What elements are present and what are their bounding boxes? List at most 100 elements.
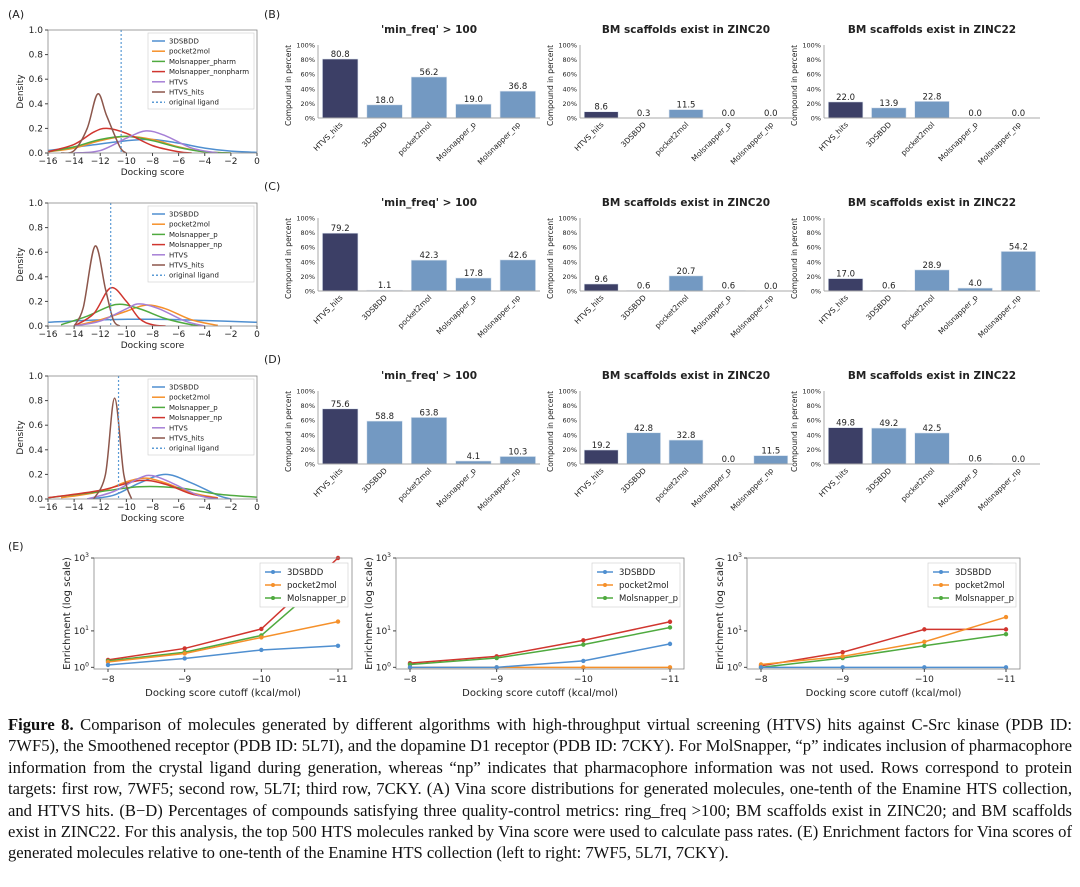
legend-label: HTVS <box>169 78 188 86</box>
legend-label: Molsnapper_nonpharm <box>169 68 249 76</box>
bar-HTVS_hits <box>828 427 864 465</box>
density-curve <box>73 303 205 326</box>
legend-label: 3DSBDD <box>287 568 324 578</box>
x-axis-label: Docking score cutoff (kcal/mol) <box>806 688 962 699</box>
category-label: 3DSBDD <box>864 293 893 322</box>
y-axis-label: Compound in percent <box>546 218 555 299</box>
y-tick-label: 40% <box>563 85 577 93</box>
y-tick-label: 80% <box>807 402 821 410</box>
bar-value-label: 0.0 <box>1012 109 1026 119</box>
y-axis-label: Compound in percent <box>790 391 799 472</box>
chart-title: 'min_freq' > 100 <box>381 24 477 36</box>
x-tick-label: −10 <box>117 157 136 167</box>
enrichment-chart-1: −8 −9 −10 −11 100 101 103 Docking score cutoff … <box>62 552 353 699</box>
legend-marker <box>603 596 607 600</box>
category-label: Molsnapper_np <box>729 293 776 340</box>
bar-pocket2mol <box>410 76 448 119</box>
bar-HTVS_hits <box>828 101 864 119</box>
plot-frame <box>395 557 685 670</box>
legend-label: original ligand <box>169 99 219 107</box>
category-label: Molsnapper_np <box>976 120 1023 167</box>
figure-canvas: −16 −14 −12 −10 −8 −6 −4 −2 0 0.0 0.2 0.4 0.6 0.8 1.0 D… <box>16 24 1040 699</box>
panel-label-b: (B) <box>264 8 281 21</box>
plot-frame <box>93 557 353 670</box>
bar-pocket2mol <box>410 259 448 292</box>
category-label: 3DSBDD <box>360 466 389 495</box>
category-label: 3DSBDD <box>360 120 389 149</box>
legend-label: Molsnapper_np <box>169 241 223 249</box>
y-tick-label: 60% <box>301 244 315 252</box>
legend-label: pocket2mol <box>169 394 210 402</box>
data-point <box>182 646 187 651</box>
category-label: Molsnapper_p <box>690 466 733 509</box>
category-label: HTVS_hits <box>817 466 850 499</box>
y-tick-label: 100% <box>802 42 821 50</box>
x-tick-label: −12 <box>91 330 110 340</box>
data-point <box>581 658 586 664</box>
legend-label: HTVS_hits <box>169 262 204 270</box>
category-label: pocket2mol <box>899 293 936 330</box>
category-label: HTVS_hits <box>573 293 606 326</box>
data-point <box>840 654 845 659</box>
category-label: HTVS_hits <box>312 293 345 326</box>
y-tick-label: 40% <box>301 431 315 439</box>
data-point <box>182 651 187 656</box>
enrichment-chart-2: −8 −9 −10 −11 100 101 103 Docking score cutoff … <box>364 552 685 699</box>
x-axis-label: Docking score <box>121 514 185 524</box>
bar-value-label: 49.8 <box>836 419 855 429</box>
y-tick-label: 0.0 <box>29 149 44 159</box>
y-tick-label: 80% <box>301 56 315 64</box>
bar-Molsnapper_np <box>1000 251 1036 292</box>
x-tick-label: −6 <box>172 503 186 513</box>
bar-chart-r2-c2: BM scaffolds exist in ZINC20 Compound in … <box>546 197 792 340</box>
y-tick-label: 0.2 <box>29 297 43 307</box>
bar-value-label: 17.0 <box>836 270 855 280</box>
y-tick-label: 0.4 <box>29 273 44 283</box>
bar-value-label: 0.6 <box>637 282 651 292</box>
legend-box <box>147 32 255 110</box>
y-tick-label: 60% <box>807 71 821 79</box>
bar-value-label: 19.0 <box>464 95 483 105</box>
bar-3DSBDD <box>626 432 661 465</box>
x-tick-label: −11 <box>661 675 680 685</box>
category-label: pocket2mol <box>396 120 433 157</box>
y-tick-label: 0.4 <box>29 446 44 456</box>
x-tick-label: −11 <box>329 675 348 685</box>
y-tick-label: 0.6 <box>29 248 44 258</box>
x-tick-label: −10 <box>252 675 271 685</box>
density-curve <box>73 286 166 326</box>
bar-pocket2mol <box>914 101 950 119</box>
y-axis-label: Compound in percent <box>284 391 293 472</box>
bar-value-label: 58.8 <box>375 412 394 422</box>
x-tick-label: −4 <box>198 330 212 340</box>
legend-marker <box>603 570 607 574</box>
enrichment-line <box>107 620 339 663</box>
y-tick-label: 40% <box>807 258 821 266</box>
bar-value-label: 13.9 <box>879 99 898 109</box>
y-tick-label: 0.2 <box>29 124 43 134</box>
bar-HTVS_hits <box>322 232 359 292</box>
y-tick-label: 60% <box>563 417 577 425</box>
category-label: 3DSBDD <box>619 120 648 149</box>
density-curve <box>48 127 192 153</box>
legend-label: Molsnapper_p <box>955 594 1014 604</box>
legend-label: 3DSBDD <box>619 568 656 578</box>
y-tick-label: 80% <box>563 229 577 237</box>
bar-chart-r2-c1: 'min_freq' > 100 Compound in percent 0% 20%… <box>284 197 540 340</box>
chart-title: BM scaffolds exist in ZINC20 <box>602 370 770 382</box>
y-tick-label: 100% <box>558 215 577 223</box>
bar-HTVS_hits <box>322 408 359 465</box>
category-label: pocket2mol <box>653 120 690 157</box>
x-tick-label: −8 <box>403 675 417 685</box>
legend: 3DSBDD pocket2mol Molsnapper_p Molsnapper_n… <box>147 378 255 456</box>
x-tick-label: −6 <box>172 157 186 167</box>
x-tick-label: −14 <box>65 503 84 513</box>
y-tick-label: 0% <box>567 461 577 469</box>
category-label: Molsnapper_p <box>690 293 733 336</box>
data-point <box>105 662 111 668</box>
bar-HTVS_hits <box>322 58 359 119</box>
chart-title: BM scaffolds exist in ZINC22 <box>848 197 1016 209</box>
x-axis-label: Docking score <box>121 168 185 178</box>
data-point <box>667 619 673 624</box>
x-tick-label: −10 <box>915 675 934 685</box>
